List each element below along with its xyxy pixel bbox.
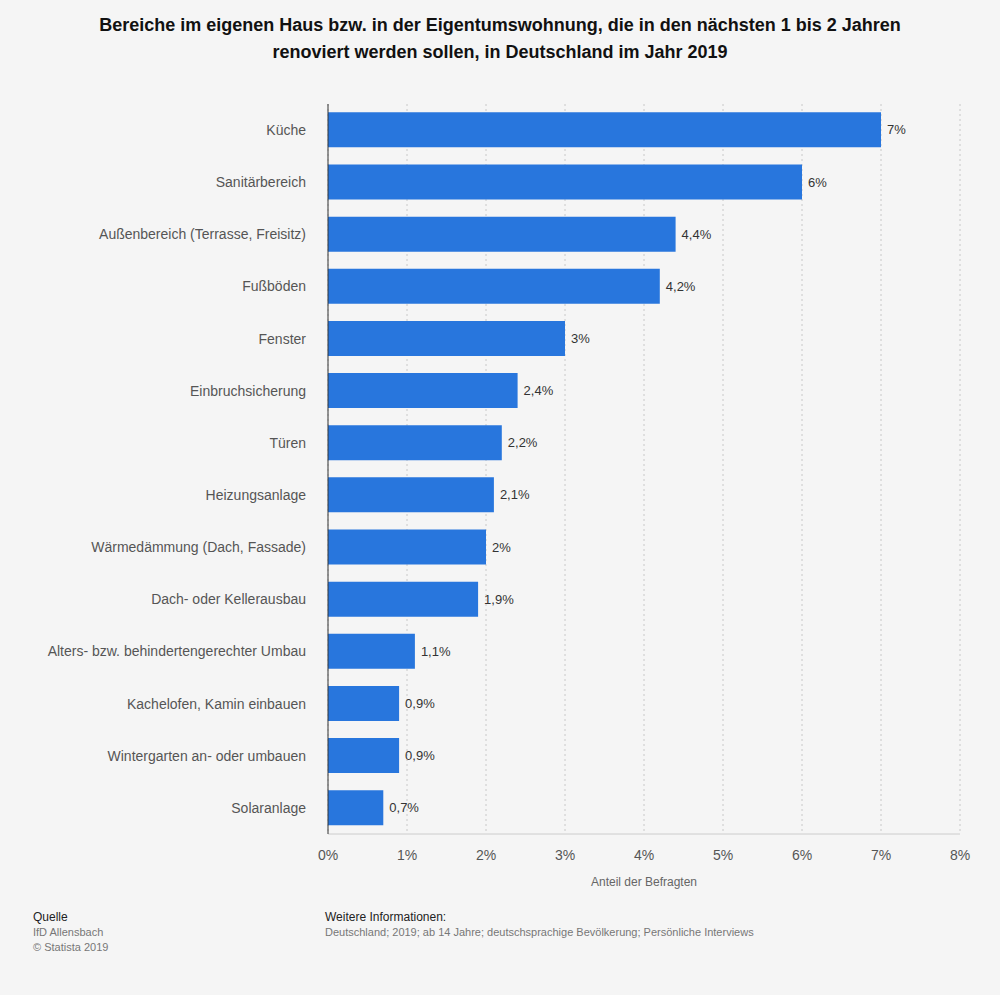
- svg-text:2%: 2%: [476, 847, 496, 863]
- html-text:Deutschland; 2019; ab 14 Jahre: Deutschland; 2019; ab 14 Jahre; deutschs…: [325, 926, 754, 938]
- svg-text:4,2%: 4,2%: [666, 279, 696, 294]
- svg-text:6%: 6%: [808, 175, 827, 190]
- svg-text:Türen: Türen: [269, 435, 306, 451]
- svg-text:Anteil der Befragten: Anteil der Befragten: [591, 875, 697, 889]
- svg-text:Wärmedämmung (Dach, Fassade): Wärmedämmung (Dach, Fassade): [91, 539, 306, 555]
- svg-text:Solaranlage: Solaranlage: [231, 800, 306, 816]
- svg-text:Einbruchsicherung: Einbruchsicherung: [190, 383, 306, 399]
- svg-text:4,4%: 4,4%: [682, 227, 712, 242]
- svg-text:Alters- bzw. behindertengerech: Alters- bzw. behindertengerechter Umbau: [48, 643, 306, 659]
- svg-text:Sanitärbereich: Sanitärbereich: [216, 174, 306, 190]
- svg-text:6%: 6%: [792, 847, 812, 863]
- svg-text:2,1%: 2,1%: [500, 487, 530, 502]
- svg-text:Dach- oder Kellerausbau: Dach- oder Kellerausbau: [151, 591, 306, 607]
- svg-text:2%: 2%: [492, 540, 511, 555]
- svg-text:7%: 7%: [871, 847, 891, 863]
- svg-text:3%: 3%: [555, 847, 575, 863]
- html-text:Weitere Informationen:: Weitere Informationen:: [325, 910, 447, 924]
- svg-text:3%: 3%: [571, 331, 590, 346]
- svg-text:2,4%: 2,4%: [524, 383, 554, 398]
- html-text:© Statista 2019: © Statista 2019: [33, 941, 109, 953]
- svg-text:0,7%: 0,7%: [389, 800, 419, 815]
- svg-text:1,1%: 1,1%: [421, 644, 451, 659]
- svg-text:Wintergarten an- oder umbauen: Wintergarten an- oder umbauen: [108, 748, 306, 764]
- svg-text:0,9%: 0,9%: [405, 696, 435, 711]
- svg-text:Küche: Küche: [266, 122, 306, 138]
- svg-text:2,2%: 2,2%: [508, 435, 538, 450]
- html-text:IfD Allensbach: IfD Allensbach: [33, 926, 104, 938]
- svg-text:Fußböden: Fußböden: [242, 278, 306, 294]
- svg-text:1,9%: 1,9%: [484, 592, 514, 607]
- svg-text:4%: 4%: [634, 847, 654, 863]
- svg-text:1%: 1%: [397, 847, 417, 863]
- svg-text:Außenbereich (Terrasse, Freisi: Außenbereich (Terrasse, Freisitz): [99, 226, 306, 242]
- html-text:Quelle: Quelle: [33, 910, 68, 924]
- svg-text:Heizungsanlage: Heizungsanlage: [206, 487, 307, 503]
- svg-text:Fenster: Fenster: [259, 331, 307, 347]
- svg-text:0%: 0%: [318, 847, 338, 863]
- svg-text:Kachelofen, Kamin einbauen: Kachelofen, Kamin einbauen: [127, 696, 306, 712]
- svg-text:7%: 7%: [887, 122, 906, 137]
- svg-text:5%: 5%: [713, 847, 733, 863]
- svg-text:8%: 8%: [950, 847, 970, 863]
- html-text:Bereiche im eigenen Haus bzw.: Bereiche im eigenen Haus bzw. in der Eig…: [99, 15, 901, 62]
- svg-text:0,9%: 0,9%: [405, 748, 435, 763]
